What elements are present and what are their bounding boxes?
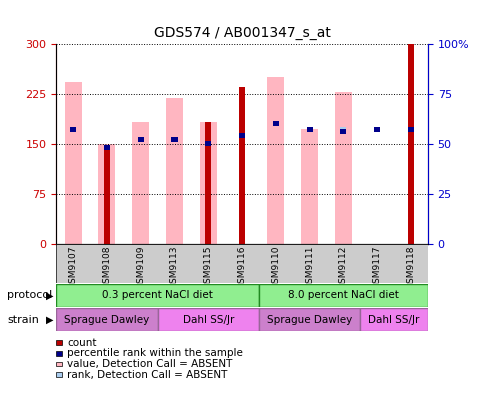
Text: GSM9115: GSM9115 (203, 246, 212, 289)
Bar (306, 127, 312, 132)
Text: GSM9108: GSM9108 (102, 246, 111, 289)
Bar (166, 98, 183, 244)
Text: percentile rank within the sample: percentile rank within the sample (67, 348, 243, 358)
Text: GSM9111: GSM9111 (305, 246, 313, 289)
Text: protocol: protocol (7, 290, 53, 301)
Bar (64, 82, 81, 244)
Text: rank, Detection Call = ABSENT: rank, Detection Call = ABSENT (67, 369, 227, 380)
Bar (56, 284, 259, 307)
Title: GDS574 / AB001347_s_at: GDS574 / AB001347_s_at (153, 26, 330, 40)
Text: value, Detection Call = ABSENT: value, Detection Call = ABSENT (67, 359, 232, 369)
Text: 0.3 percent NaCl diet: 0.3 percent NaCl diet (102, 290, 213, 301)
Bar (334, 91, 351, 244)
Text: 8.0 percent NaCl diet: 8.0 percent NaCl diet (287, 290, 398, 301)
Bar (267, 77, 284, 244)
Bar (360, 308, 427, 331)
Text: GSM9117: GSM9117 (372, 246, 381, 289)
Bar (407, 127, 413, 132)
Bar (103, 145, 110, 150)
Bar (259, 308, 360, 331)
Bar (171, 137, 177, 142)
Bar (56, 308, 157, 331)
Bar (70, 127, 76, 132)
Text: ▶: ▶ (46, 315, 54, 325)
Bar (171, 137, 177, 142)
Bar (373, 127, 380, 132)
Bar (98, 143, 115, 244)
Bar (132, 122, 149, 244)
Text: strain: strain (7, 315, 39, 325)
Text: GSM9118: GSM9118 (406, 246, 415, 289)
Bar (138, 137, 143, 142)
Text: GSM9112: GSM9112 (338, 246, 347, 289)
Text: GSM9110: GSM9110 (271, 246, 280, 289)
Bar (205, 141, 211, 146)
Bar (407, 44, 413, 244)
Text: Dahl SS/Jr: Dahl SS/Jr (367, 315, 419, 325)
Bar (373, 127, 380, 132)
Bar (340, 127, 346, 132)
Bar (340, 129, 346, 134)
Text: Dahl SS/Jr: Dahl SS/Jr (182, 315, 233, 325)
Bar (259, 284, 427, 307)
Bar (103, 145, 110, 244)
Text: GSM9116: GSM9116 (237, 246, 246, 289)
Bar (306, 127, 312, 132)
Bar (239, 87, 244, 244)
Bar (239, 133, 244, 138)
Bar (301, 129, 317, 244)
Bar (157, 308, 259, 331)
Bar (205, 122, 211, 244)
Text: GSM9107: GSM9107 (68, 246, 78, 289)
Text: GSM9113: GSM9113 (170, 246, 179, 289)
Bar (272, 121, 278, 126)
Text: GSM9109: GSM9109 (136, 246, 145, 289)
Text: Sprague Dawley: Sprague Dawley (266, 315, 351, 325)
Text: ▶: ▶ (46, 290, 54, 301)
Bar (70, 127, 76, 132)
Bar (407, 127, 413, 132)
Text: Sprague Dawley: Sprague Dawley (64, 315, 149, 325)
Text: count: count (67, 337, 96, 348)
Bar (200, 122, 216, 244)
